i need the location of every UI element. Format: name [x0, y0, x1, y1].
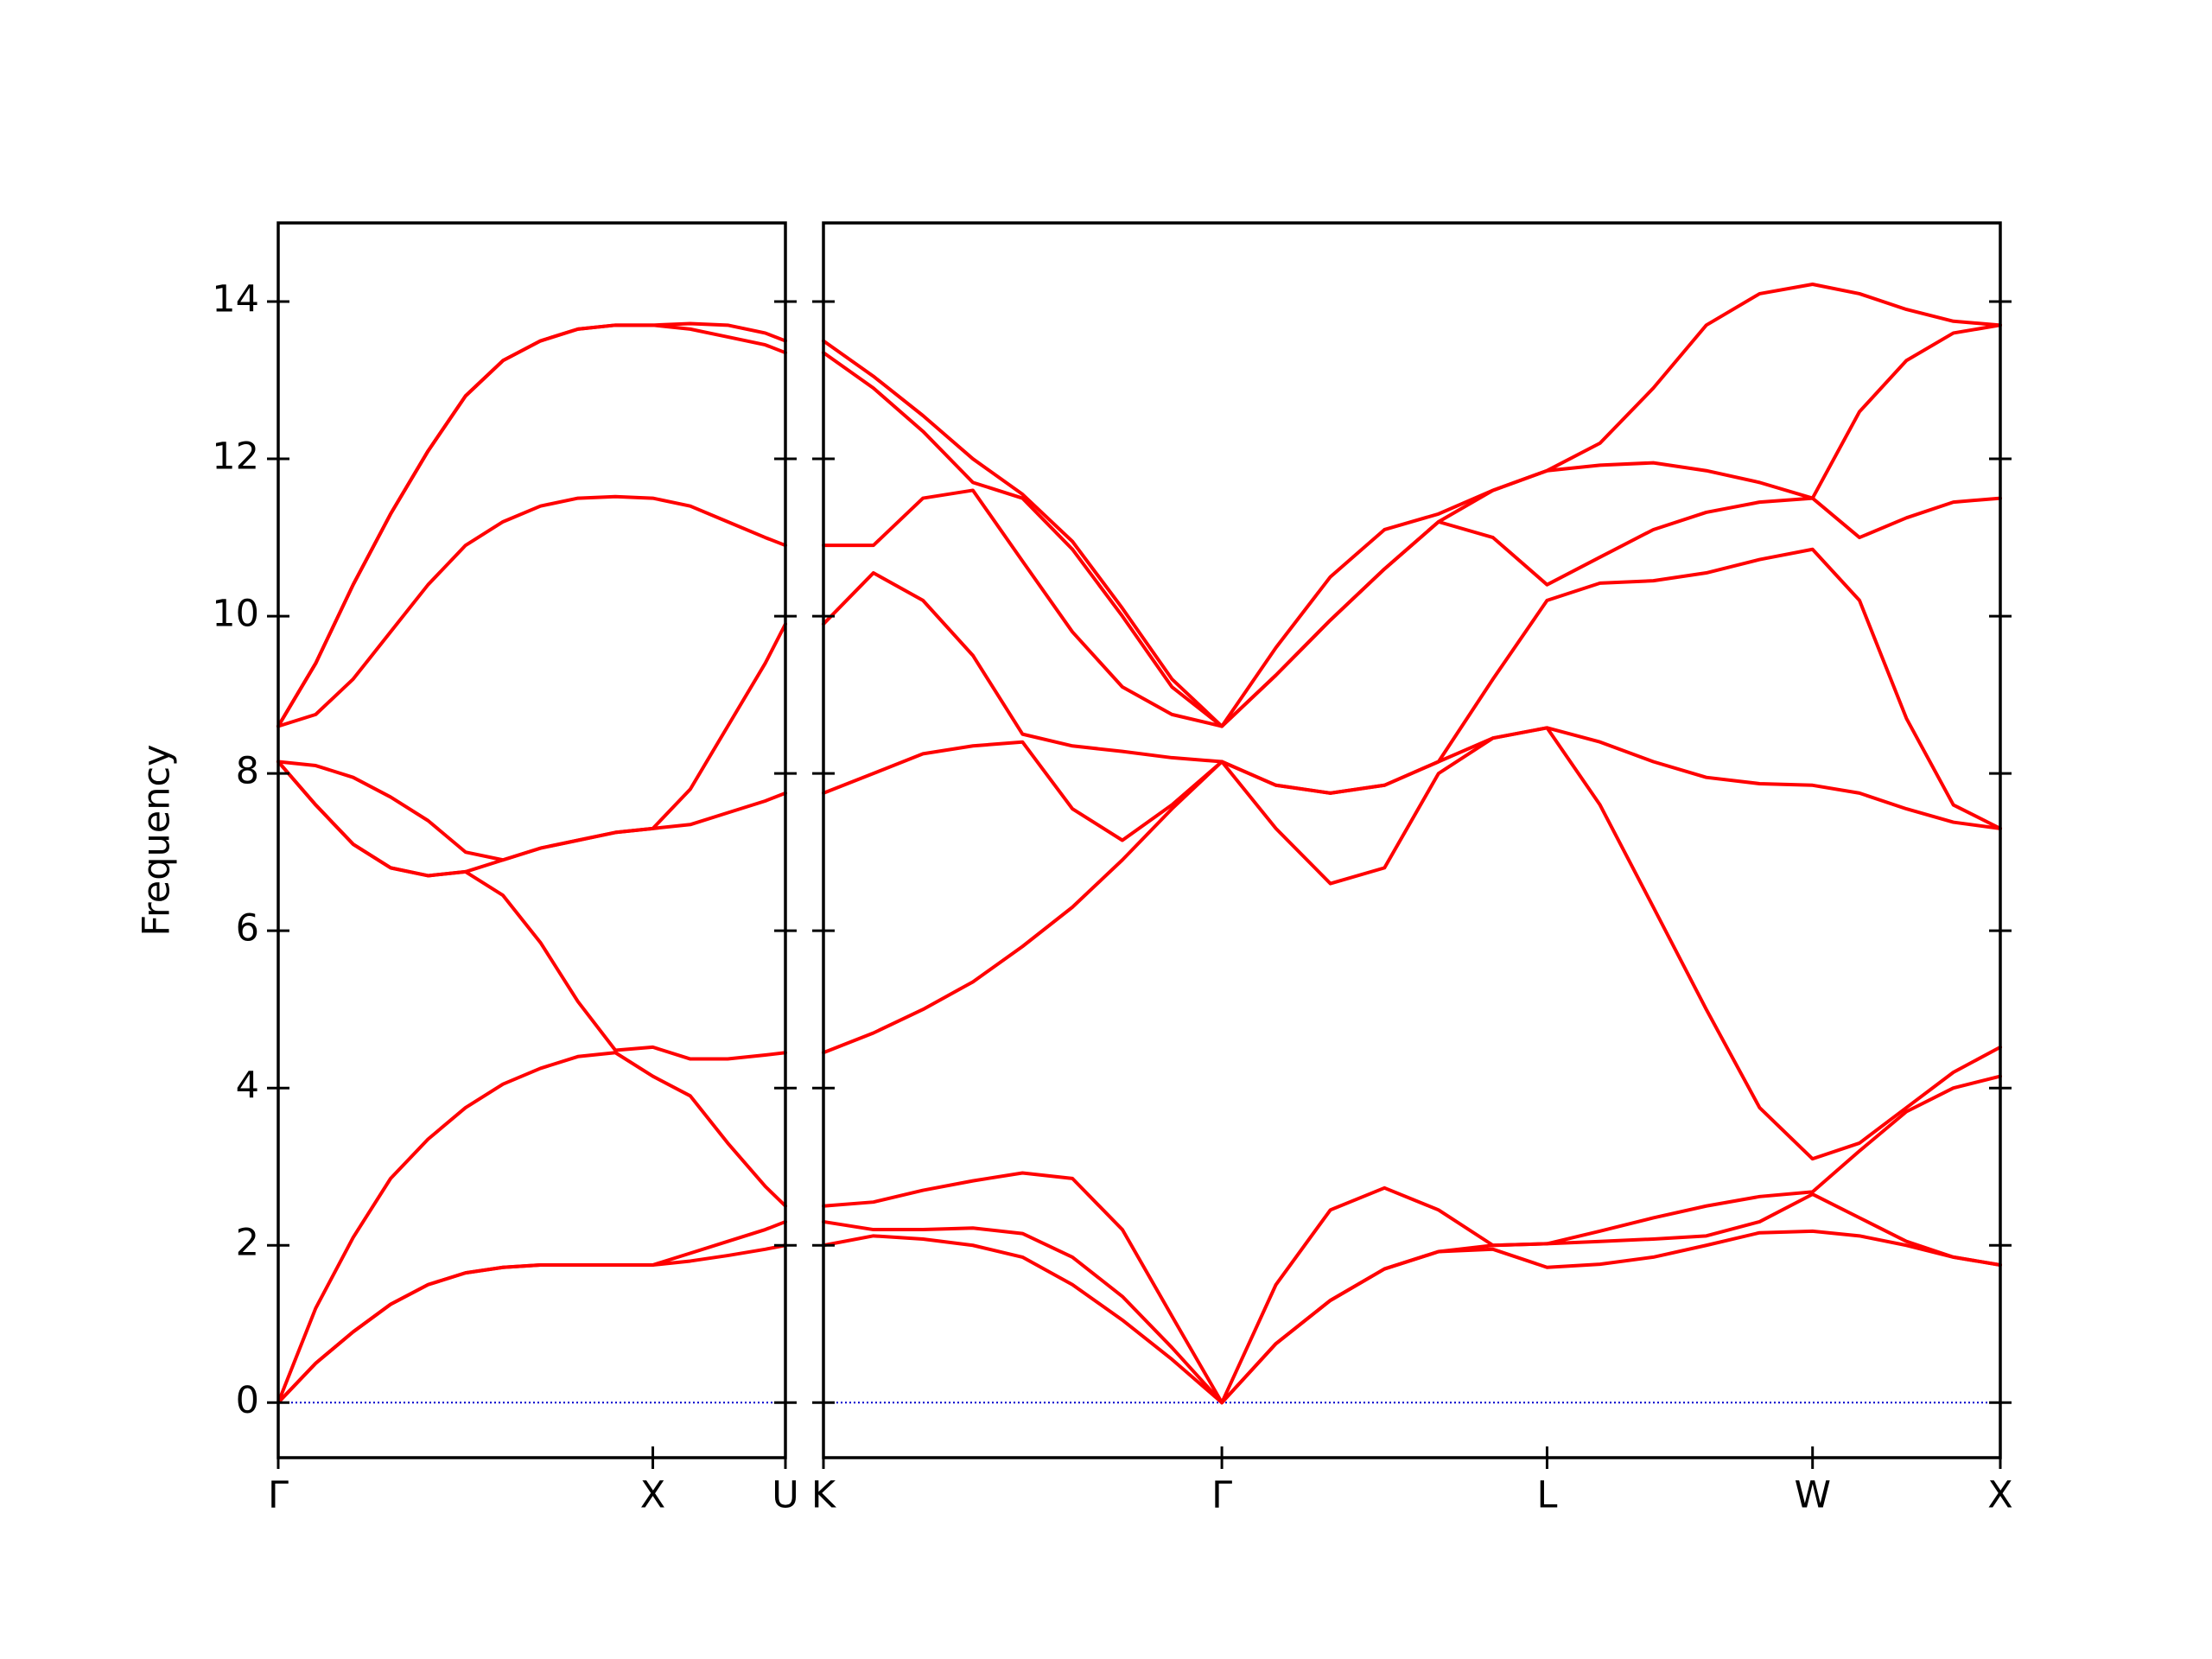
x-tick-label: U	[772, 1474, 798, 1517]
band-line	[276, 1219, 787, 1405]
band-line	[822, 323, 2002, 728]
band-line	[822, 547, 2002, 830]
x-tick-label: L	[1536, 1474, 1557, 1517]
x-tick-label: W	[1794, 1474, 1831, 1517]
band-line	[276, 323, 787, 728]
y-axis-label: Frequency	[136, 744, 179, 936]
y-tick-label: 12	[212, 435, 259, 479]
band-line	[276, 622, 787, 862]
x-tick-label: X	[1987, 1474, 2012, 1517]
band-line	[276, 494, 787, 728]
band-line	[276, 760, 787, 1061]
band-line	[822, 726, 2002, 1161]
y-tick-label: 2	[236, 1222, 259, 1265]
y-tick-label: 6	[236, 907, 259, 950]
band-line	[276, 1051, 787, 1405]
band-line	[276, 1243, 787, 1405]
band-line	[276, 321, 787, 728]
x-tick-label: Γ	[1211, 1474, 1232, 1517]
y-tick-label: 8	[236, 750, 259, 793]
band-line	[822, 1192, 2002, 1405]
band-line	[822, 1229, 2002, 1405]
band-line	[822, 488, 2002, 728]
plot-frame	[822, 221, 2002, 1459]
x-tick-label: K	[811, 1474, 837, 1517]
plot-frame	[276, 221, 787, 1459]
y-tick-label: 14	[212, 278, 259, 321]
y-tick-label: 10	[212, 593, 259, 636]
x-tick-label: X	[640, 1474, 665, 1517]
band-line	[822, 1074, 2002, 1405]
y-tick-label: 0	[236, 1379, 259, 1422]
y-tick-label: 4	[236, 1065, 259, 1108]
band-line	[822, 282, 2002, 728]
x-tick-label: Γ	[268, 1474, 289, 1517]
